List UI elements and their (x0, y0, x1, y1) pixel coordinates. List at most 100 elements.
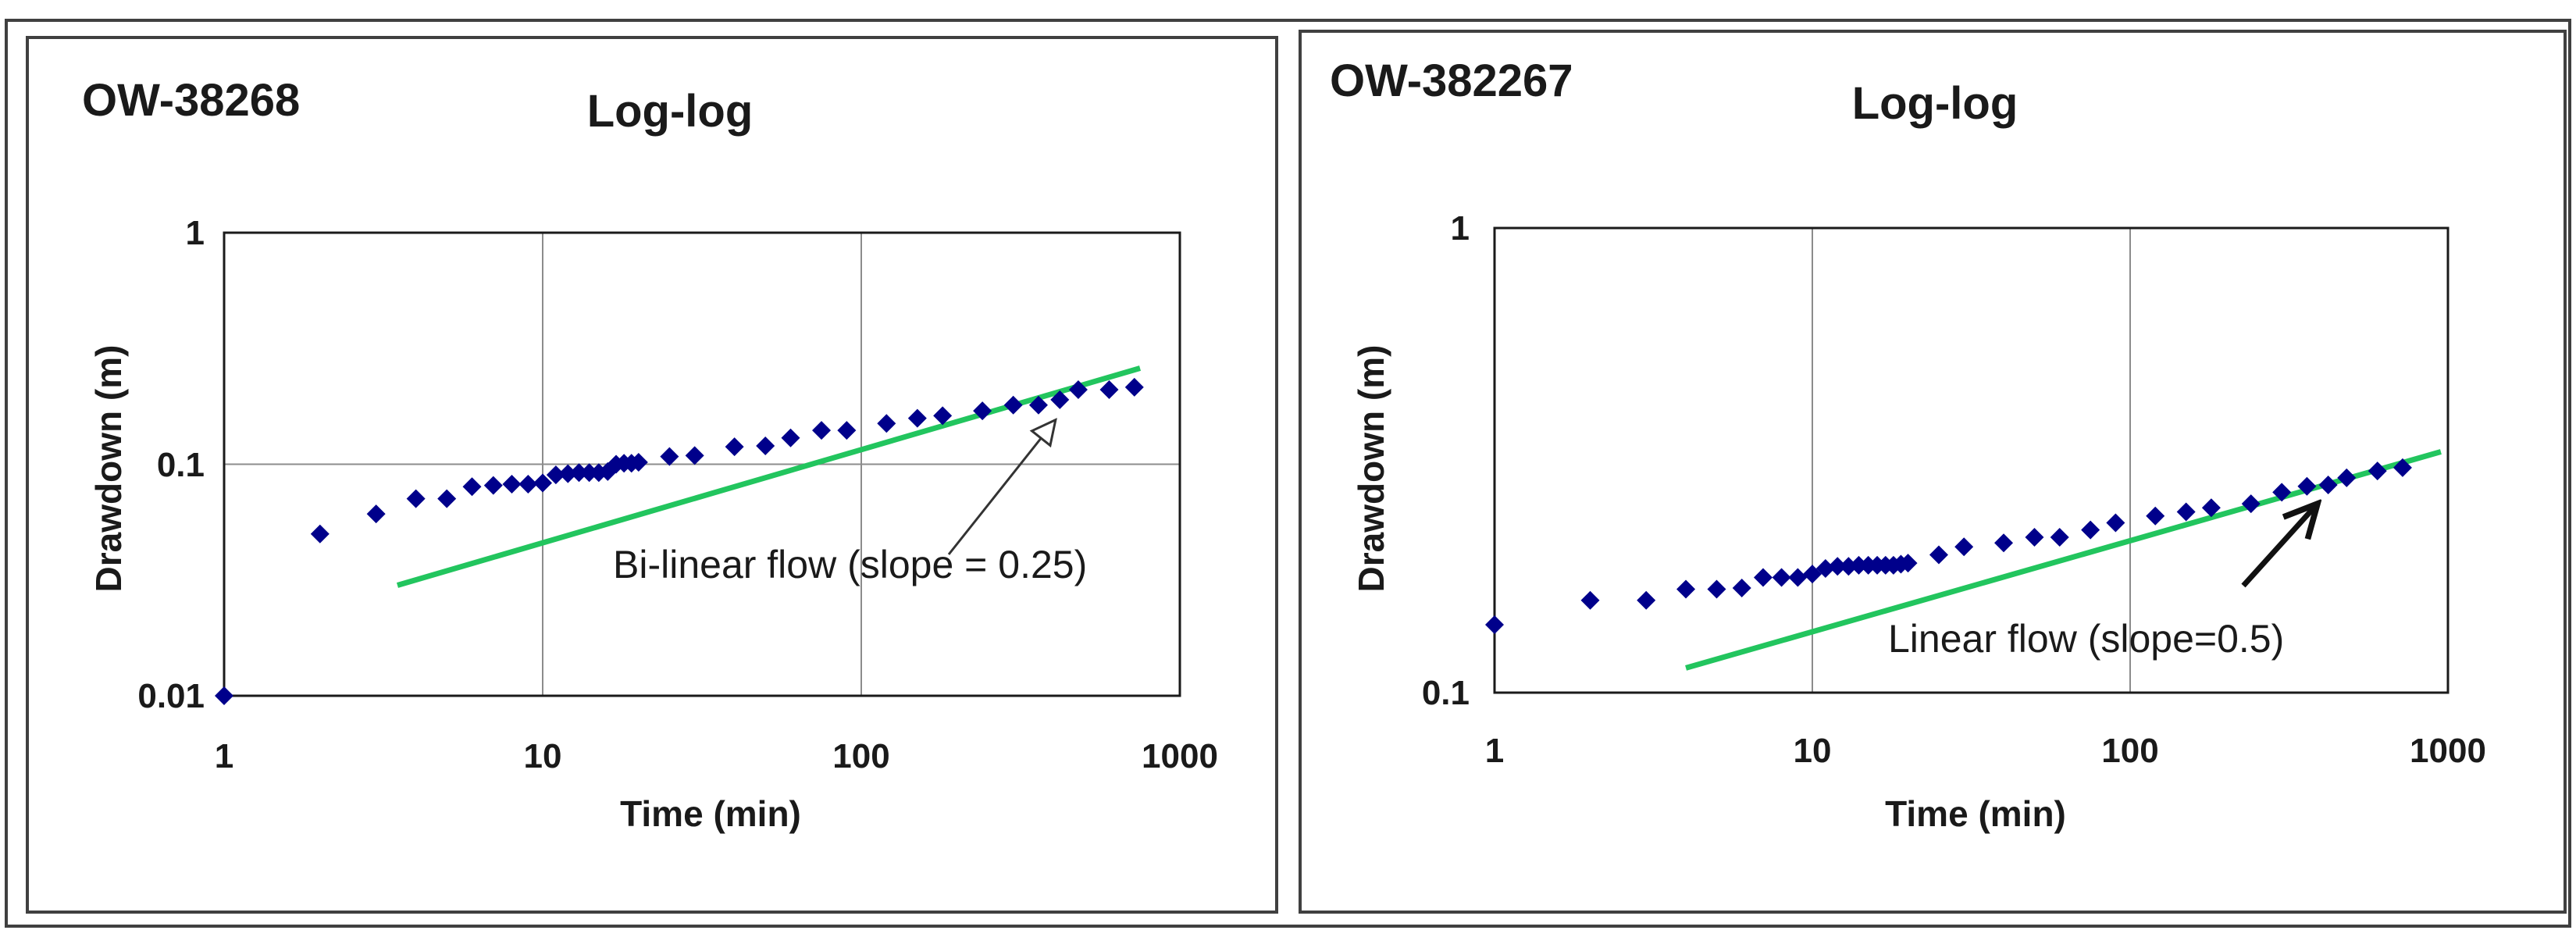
data-point (1753, 568, 1773, 587)
x-axis-ticks: 1 10 100 1000 (215, 737, 1218, 775)
y-axis-ticks: 0.01 0.1 1 (137, 214, 205, 715)
data-point (406, 489, 426, 508)
data-point (685, 446, 704, 465)
panel-frame (26, 36, 1278, 914)
y-axis-ticks: 0.1 1 (1422, 209, 1470, 712)
x-tick-label: 10 (1794, 732, 1832, 770)
data-point (1994, 533, 2014, 553)
data-point (2318, 475, 2338, 494)
well-id-label: OW-38268 (82, 75, 300, 126)
y-tick-label: 1 (186, 214, 205, 252)
data-point (629, 452, 648, 472)
data-point (2201, 498, 2221, 518)
plot-border (1493, 226, 2450, 694)
data-point (2081, 520, 2100, 540)
x-tick-label: 1 (215, 737, 233, 775)
chart-panel-left: OW-38268 Log-log 0.01 0.1 1 1 10 100 100… (26, 36, 1278, 914)
data-point (2337, 468, 2357, 487)
y-axis-title: Drawdown (m) (88, 345, 129, 593)
data-point (812, 421, 832, 440)
data-point (2025, 528, 2044, 547)
annotation-label: Bi-linear flow (slope = 0.25) (613, 543, 1087, 586)
data-point (558, 464, 578, 483)
data-point (1954, 537, 1974, 557)
x-axis-title: Time (min) (620, 793, 801, 834)
chart-title: Log-log (587, 86, 754, 137)
data-point (2297, 476, 2317, 496)
plot-area: 0.1 1 1 10 100 1000 (1422, 209, 2486, 770)
panel-frame (1299, 30, 2567, 914)
plot-border (223, 231, 1181, 697)
data-point (1580, 590, 1600, 610)
well-id-label: OW-382267 (1330, 55, 1573, 106)
data-point (483, 476, 503, 495)
data-point (2176, 502, 2196, 522)
annotation-arrow (947, 422, 1054, 555)
chart-title: Log-log (1852, 78, 2018, 129)
data-point (837, 421, 857, 440)
x-tick-label: 100 (2101, 732, 2158, 770)
data-point (1732, 578, 1751, 597)
y-tick-label: 1 (1451, 209, 1470, 248)
data-point (1849, 555, 1869, 575)
chart-panel-right: OW-382267 Log-log 0.1 1 1 10 100 1000 Ti… (1299, 30, 2567, 914)
y-axis-title: Drawdown (m) (1351, 345, 1391, 593)
data-point (1898, 554, 1918, 573)
data-point (1707, 579, 1726, 599)
data-point (1815, 559, 1835, 579)
data-point (1676, 579, 1696, 599)
x-tick-label: 10 (524, 737, 562, 775)
data-point (660, 447, 679, 466)
y-tick-label: 0.1 (157, 446, 205, 484)
x-tick-label: 1 (1485, 732, 1504, 770)
data-point (1028, 395, 1048, 415)
data-point (2146, 506, 2165, 526)
data-point (1124, 377, 1144, 397)
data-point (2368, 462, 2387, 481)
data-point (215, 686, 233, 705)
data-point (1099, 380, 1119, 399)
data-points (1485, 458, 2412, 635)
x-axis-title: Time (min) (1885, 793, 2066, 834)
data-point (1637, 590, 1656, 610)
data-point (1772, 568, 1791, 587)
x-tick-label: 100 (832, 737, 889, 775)
data-point (907, 408, 927, 428)
data-point (518, 475, 538, 494)
data-point (533, 473, 552, 493)
data-point (877, 414, 896, 433)
data-point (2106, 513, 2125, 533)
x-tick-label: 1000 (2410, 732, 2486, 770)
data-point (546, 465, 565, 485)
data-point (1929, 545, 1948, 565)
annotation-arrow (2241, 504, 2318, 588)
data-point (1003, 395, 1023, 415)
x-axis-ticks: 1 10 100 1000 (1485, 732, 2486, 770)
data-point (2241, 494, 2261, 514)
data-points (215, 377, 1144, 705)
y-tick-label: 0.01 (137, 677, 205, 715)
data-point (1050, 390, 1070, 409)
x-tick-label: 1000 (1142, 737, 1218, 775)
data-point (2272, 483, 2292, 502)
data-point (2393, 458, 2412, 477)
data-point (725, 437, 744, 457)
plot-area: 0.01 0.1 1 1 10 100 1000 (137, 214, 1218, 775)
data-point (2050, 528, 2069, 547)
data-point (1828, 557, 1847, 576)
data-point (366, 504, 386, 524)
data-point (579, 463, 599, 483)
data-point (502, 475, 522, 494)
data-point (1788, 568, 1808, 587)
data-point (310, 524, 330, 543)
data-point (569, 463, 589, 483)
data-point (1068, 380, 1088, 399)
data-point (781, 428, 800, 447)
data-point (973, 401, 992, 421)
data-point (933, 406, 953, 426)
outer-frame (5, 19, 2571, 928)
y-tick-label: 0.1 (1422, 674, 1470, 712)
data-point (437, 489, 457, 508)
fit-line (1685, 449, 2442, 671)
